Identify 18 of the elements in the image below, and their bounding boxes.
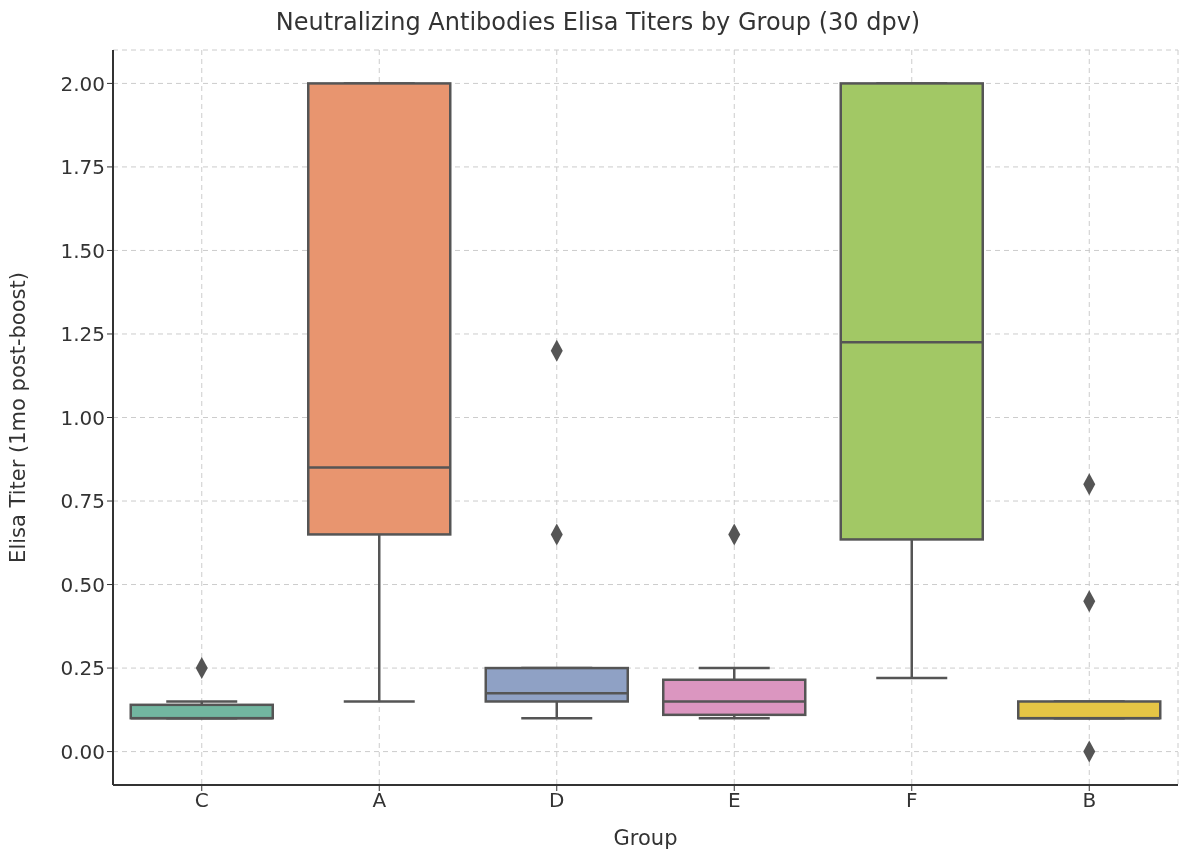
x-tick-label: F: [905, 788, 918, 813]
x-tick-label: A: [372, 788, 387, 813]
x-tick-label: D: [549, 788, 565, 813]
y-tick-label: 0.00: [60, 739, 105, 764]
x-tick-label: E: [727, 788, 741, 813]
y-tick-label: 1.75: [60, 155, 105, 180]
chart-title: Neutralizing Antibodies Elisa Titers by Group (30 dpv): [274, 8, 922, 38]
y-tick-label: 1.00: [60, 405, 105, 430]
x-tick-label: B: [1082, 788, 1097, 813]
y-tick-label: 0.75: [60, 489, 105, 514]
x-axis-title: Group: [613, 826, 678, 850]
y-tick-label: 1.50: [60, 238, 105, 263]
y-axis-title: Elisa Titer (1mo post-boost): [6, 272, 31, 563]
y-tick-label: 1.25: [60, 322, 105, 347]
x-tick-label: C: [194, 788, 209, 813]
y-tick-label: 0.50: [60, 572, 105, 597]
y-tick-label: 0.25: [60, 656, 105, 681]
y-tick-label: 2.00: [60, 71, 105, 96]
